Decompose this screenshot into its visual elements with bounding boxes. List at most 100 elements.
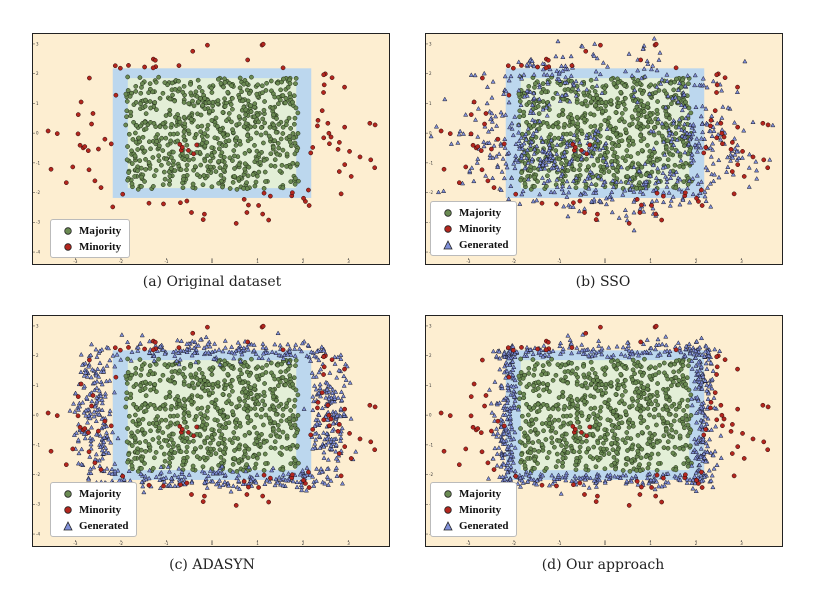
majority-point [614,167,619,173]
minority-point [699,203,705,208]
generated-point [554,184,560,189]
generated-point [329,446,335,452]
majority-point [254,373,260,379]
majority-point [685,422,691,428]
legend-item-generated: Generated [57,518,128,534]
generated-point [174,358,180,363]
majority-point [597,126,603,132]
generated-point [641,208,647,214]
generated-point [248,477,254,483]
generated-point [675,340,681,345]
legend-a: Majority Minority [50,219,131,258]
generated-point [442,96,448,102]
generated-point [324,386,330,392]
majority-point [546,361,552,367]
generated-point [335,395,341,400]
majority-point [574,365,580,371]
generated-point [667,348,673,354]
generated-point [633,473,639,479]
y-tick-label: -3 [36,502,40,507]
majority-point [291,135,297,141]
generated-point [686,141,692,146]
majority-point [140,416,146,422]
generated-point [110,352,116,358]
legend-b: Majority Minority Generated [430,201,518,256]
generated-point [503,473,509,479]
generated-point [91,409,97,414]
generated-point [243,468,249,474]
generated-point [97,444,103,449]
majority-point [630,377,635,383]
minority-point [491,185,497,190]
majority-point [180,458,186,464]
generated-point [731,135,738,141]
generated-point [285,470,292,476]
generated-point [324,474,330,479]
generated-point [256,355,262,360]
generated-point [709,113,715,118]
generated-point [589,153,595,159]
generated-point [595,173,601,179]
generated-point [321,455,327,460]
majority-point [171,440,176,446]
majority-point [283,382,288,388]
majority-point [664,144,669,150]
majority-point [156,74,161,80]
generated-point [622,353,628,358]
minority-point [315,123,320,129]
majority-point [263,88,269,93]
majority-point [643,454,649,459]
majority-point [170,92,175,98]
majority-point [648,364,654,370]
generated-point [683,346,689,351]
minority-point [233,221,239,226]
generated-point [503,88,509,94]
majority-point [199,141,205,146]
generated-point [311,483,317,488]
generated-point [157,485,163,490]
majority-point [584,103,590,109]
majority-point [204,126,210,132]
majority-point [220,184,225,190]
minority-point [765,165,771,171]
generated-point [698,179,704,184]
majority-point [243,389,249,395]
generated-point [73,390,79,396]
majority-point [205,435,210,440]
majority-point [647,373,653,379]
majority-point [125,74,131,80]
majority-point [602,372,608,377]
y-tick-label: 1 [36,383,39,388]
majority-point [629,121,635,127]
majority-point [590,366,595,372]
generated-point [539,175,545,180]
majority-point [213,451,219,456]
generated-point [566,189,572,195]
y-tick-label: 0 [36,131,39,136]
majority-point [229,401,234,407]
generated-point [611,184,617,189]
majority-point [553,430,559,435]
minority-point [539,200,545,206]
generated-point [292,346,298,351]
generated-point [685,72,691,78]
majority-point [683,413,689,418]
generated-point [647,350,653,356]
majority-point [209,153,215,158]
generated-point [663,333,669,339]
majority-point [617,118,622,124]
majority-point [647,455,653,461]
majority-point [592,371,598,376]
majority-point [575,157,581,162]
majority-point [522,443,528,448]
majority-point [178,449,184,455]
majority-point [197,366,202,372]
majority-point [142,103,148,109]
majority-point [272,163,278,169]
generated-point [222,344,228,350]
majority-point [287,91,293,96]
minority-point [321,90,326,95]
generated-point [313,436,319,442]
majority-point [146,372,151,377]
